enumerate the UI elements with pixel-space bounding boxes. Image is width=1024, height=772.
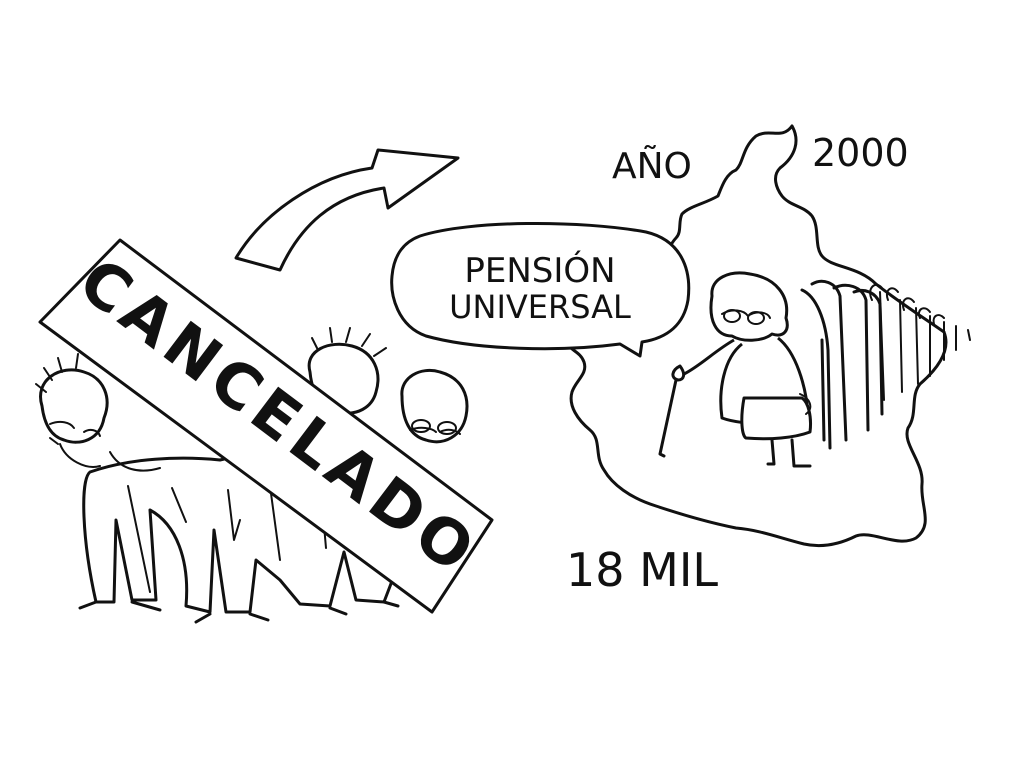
elderly-woman-figure bbox=[658, 271, 812, 468]
year-prefix-label: AÑO bbox=[612, 145, 692, 187]
elderly-queue bbox=[800, 279, 971, 450]
speech-bubble bbox=[390, 221, 691, 358]
curved-arrow-icon bbox=[234, 148, 460, 272]
speech-line-1: PENSIÓN bbox=[464, 250, 615, 291]
year-value-label: 2000 bbox=[812, 131, 909, 175]
count-label: 18 MIL bbox=[566, 543, 718, 597]
speech-line-2: UNIVERSAL bbox=[449, 288, 631, 326]
